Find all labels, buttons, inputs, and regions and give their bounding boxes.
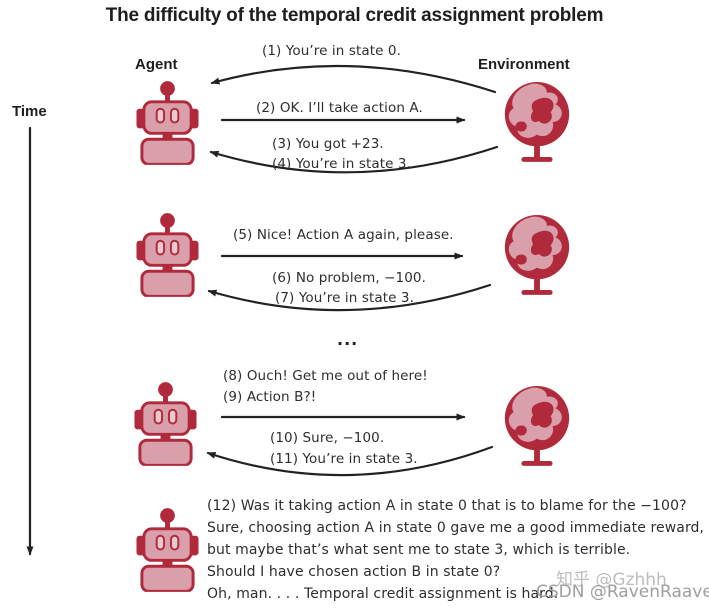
agent-label: Agent [135, 56, 178, 73]
monologue-line-4: Should I have chosen action B in state 0… [207, 564, 501, 580]
page-title: The difficulty of the temporal credit as… [105, 5, 604, 26]
robot-icon-3 [134, 381, 197, 466]
robot-icon-1 [136, 80, 199, 165]
globe-icon-1 [499, 79, 575, 163]
arrow-env-to-agent-1 [210, 64, 497, 94]
robot-icon-4 [136, 507, 199, 592]
monologue-line-5: Oh, man. . . . Temporal credit assignmen… [207, 586, 559, 602]
time-axis-label: Time [12, 103, 47, 120]
message-9: (9) Action B?! [223, 389, 317, 405]
message-6: (6) No problem, −100. [272, 270, 426, 286]
arrow-env-to-agent-3-4 [209, 145, 499, 174]
message-10: (10) Sure, −100. [270, 430, 385, 446]
message-8: (8) Ouch! Get me out of here! [223, 368, 428, 384]
message-1: (1) You’re in state 0. [262, 43, 401, 59]
message-3: (3) You got +23. [272, 136, 384, 152]
message-5: (5) Nice! Action A again, please. [233, 227, 454, 243]
monologue-line-2: Sure, choosing action A in state 0 gave … [207, 520, 705, 536]
arrow-env-to-agent-6-7 [207, 283, 492, 312]
watermark-csdn: CSDN @RavenRaaven [536, 582, 709, 602]
watermark-zhihu: 知乎 @Gzhhh [556, 570, 667, 590]
message-4: (4) You’re in state 3. [272, 156, 411, 172]
monologue-line-1: (12) Was it taking action A in state 0 t… [207, 498, 687, 514]
environment-label: Environment [478, 56, 570, 73]
message-7: (7) You’re in state 3. [275, 290, 414, 306]
robot-icon-2 [136, 212, 199, 297]
globe-icon-2 [499, 212, 575, 296]
globe-icon-3 [499, 383, 575, 467]
message-2: (2) OK. I’ll take action A. [256, 100, 423, 116]
arrow-env-to-agent-10-11 [206, 445, 494, 477]
monologue-block: (12) Was it taking action A in state 0 t… [207, 495, 704, 605]
ellipsis-separator: ... [337, 330, 359, 349]
monologue-line-3: but maybe that’s what sent me to state 3… [207, 542, 631, 558]
message-11: (11) You’re in state 3. [270, 451, 418, 467]
